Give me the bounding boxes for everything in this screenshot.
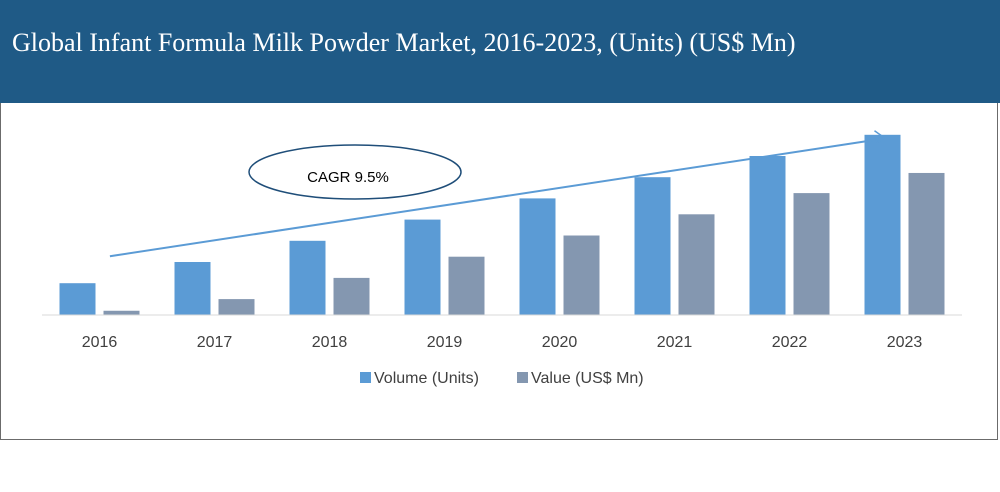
bar-volume-2019	[404, 219, 441, 315]
cagr-ellipse	[248, 144, 462, 200]
legend: Volume (Units) Value (US$ Mn)	[360, 370, 644, 387]
bar-volume-2020	[519, 198, 556, 315]
x-tick-label-2018: 2018	[312, 334, 348, 351]
header-banner: Global Infant Formula Milk Powder Market…	[0, 0, 1000, 103]
bar-value-2017	[218, 299, 255, 315]
x-tick-label-2022: 2022	[772, 334, 808, 351]
bar-value-2023	[908, 172, 945, 315]
bar-volume-2017	[174, 262, 211, 315]
legend-swatch-volume	[360, 372, 371, 383]
bar-volume-2022	[749, 156, 786, 315]
x-tick-label-2017: 2017	[197, 334, 233, 351]
legend-label-volume: Volume (Units)	[374, 370, 479, 387]
bar-volume-2016	[59, 283, 96, 315]
x-tick-label-2021: 2021	[657, 334, 693, 351]
bar-value-2022	[793, 193, 830, 315]
x-tick-label-2016: 2016	[82, 334, 118, 351]
bar-value-2018	[333, 277, 370, 315]
bar-volume-2021	[634, 177, 671, 315]
bar-value-2019	[448, 256, 485, 315]
legend-label-value: Value (US$ Mn)	[531, 370, 644, 387]
cagr-label: CAGR 9.5%	[307, 169, 389, 186]
bar-value-2021	[678, 214, 715, 315]
bar-value-2016	[103, 310, 140, 315]
bar-value-2020	[563, 235, 600, 315]
x-tick-label-2019: 2019	[427, 334, 463, 351]
cagr-trend-line	[109, 137, 883, 258]
bar-volume-2023	[864, 134, 901, 315]
x-tick-label-2020: 2020	[542, 334, 578, 351]
legend-swatch-value	[517, 372, 528, 383]
x-tick-label-2023: 2023	[887, 334, 923, 351]
chart-title: Global Infant Formula Milk Powder Market…	[12, 28, 796, 57]
bar-volume-2018	[289, 240, 326, 315]
cagr-trend-arrowhead	[874, 130, 886, 144]
